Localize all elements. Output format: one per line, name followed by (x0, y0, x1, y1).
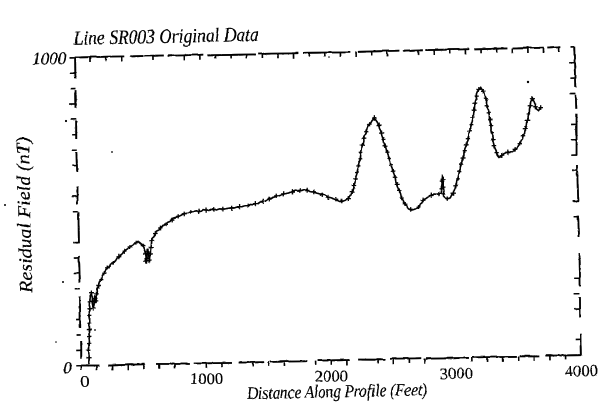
svg-text:Line SR003 Original Data: Line SR003 Original Data (72, 23, 258, 49)
svg-text:0: 0 (63, 358, 72, 377)
svg-text:1000: 1000 (189, 370, 222, 388)
svg-text:1000: 1000 (32, 48, 67, 68)
svg-text:Residual Field (nT): Residual Field (nT) (13, 136, 36, 293)
svg-text:3000: 3000 (439, 365, 472, 383)
svg-text:0: 0 (80, 373, 89, 390)
svg-text:2000: 2000 (314, 368, 347, 386)
svg-text:4000: 4000 (564, 362, 597, 380)
